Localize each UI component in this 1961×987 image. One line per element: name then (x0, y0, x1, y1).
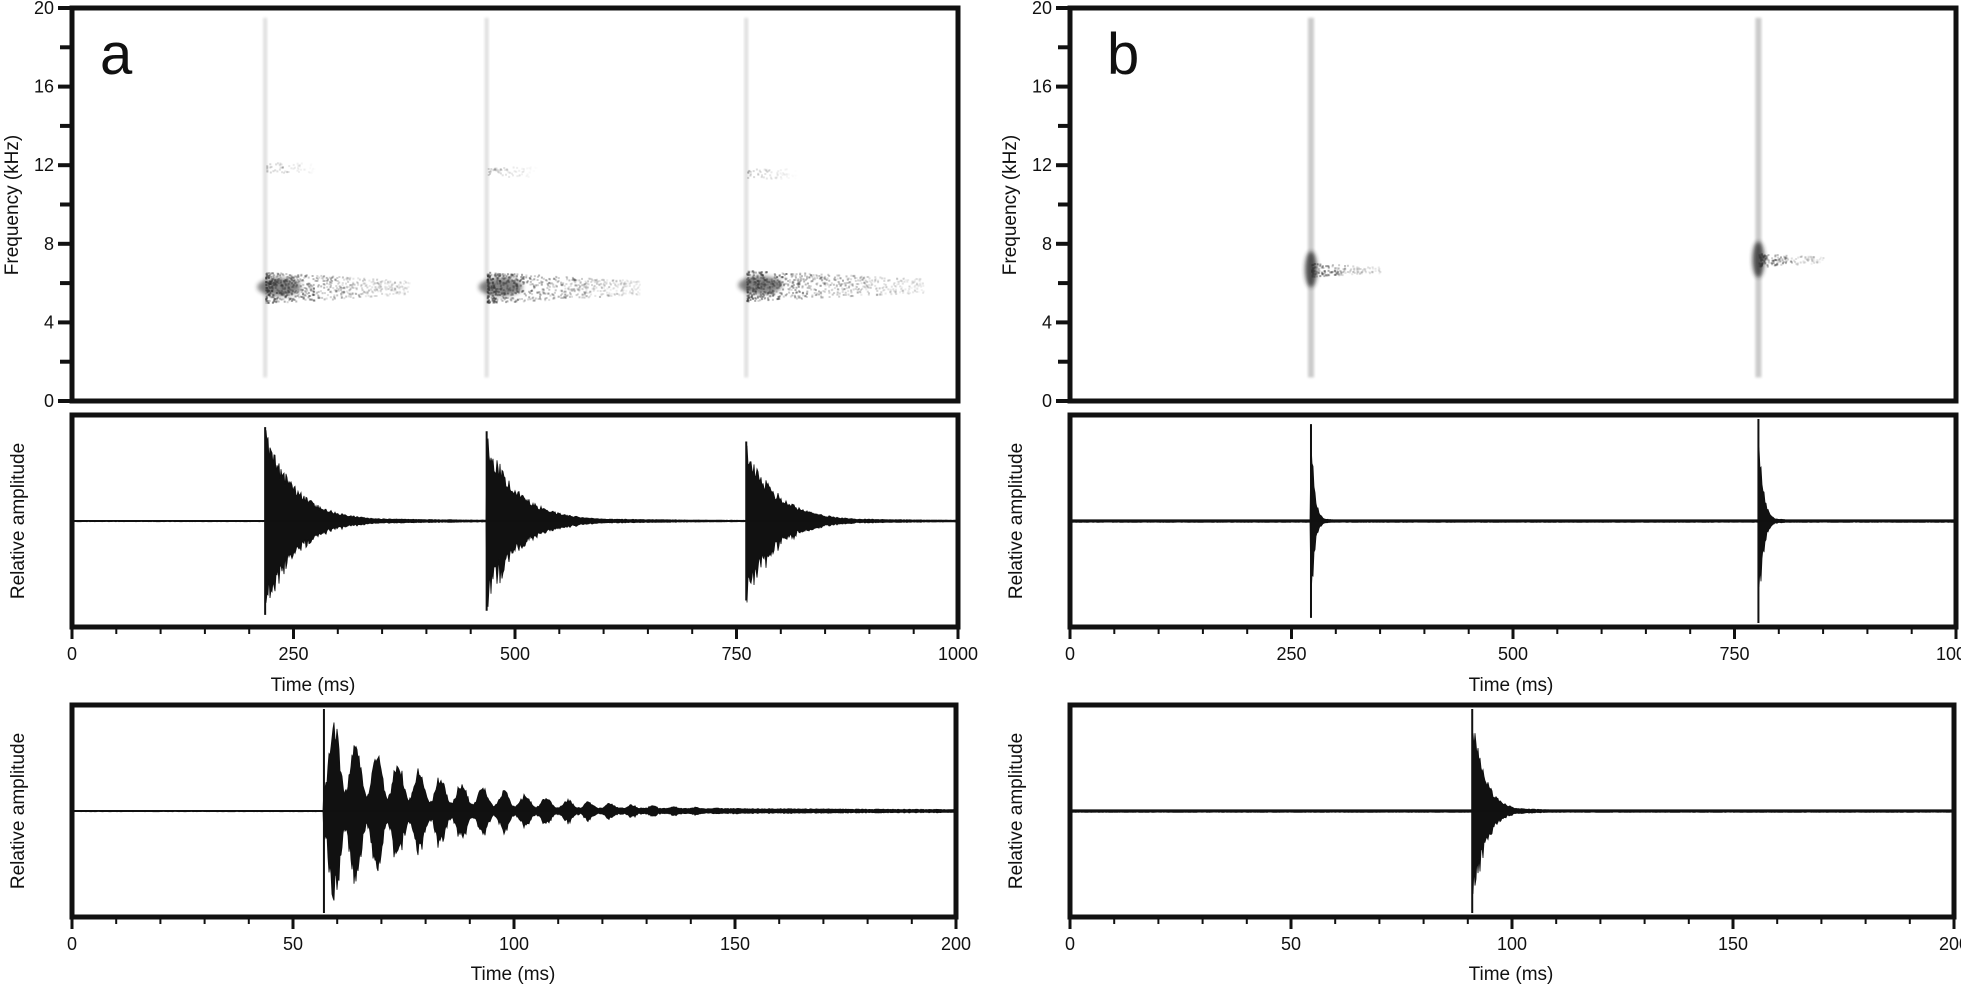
panel-b-waveform-200ms-xtick-label: 200 (1939, 934, 1961, 954)
panel-b-waveform-200ms-trace (1069, 733, 1955, 894)
panel-a-waveform-200ms-xtick-label: 100 (499, 934, 529, 954)
panel-b-waveform-200ms-xtick-label: 150 (1718, 934, 1748, 954)
panel-b-waveform-1000ms-ylabel: Relative amplitude (1006, 443, 1027, 599)
panel-b-spectrogram-frame (1067, 5, 1959, 404)
panel-a-spectrogram-ytick-label: 16 (34, 77, 54, 97)
panel-b-waveform-1000ms-xtick-label: 250 (1276, 644, 1306, 664)
panel-b-spectrogram-ytick-label: 16 (1032, 77, 1052, 97)
panel-a-waveform-1000ms-xticks: 0 250 500 750 1000 (67, 627, 978, 664)
panel-b-spectrogram-ylabel: Frequency (kHz) (1000, 135, 1021, 275)
panel-a-spectrogram: 0 4 8 12 16 20 Frequency (kHz) (2, 0, 961, 411)
panel-b-spectrogram-ytick-label: 4 (1042, 312, 1052, 332)
panel-a-waveform-1000ms-xlabel: Time (ms) (271, 675, 356, 696)
panel-b-spectrogram-event-2 (1752, 17, 1825, 378)
panel-a-waveform-1000ms-xtick-label: 500 (500, 644, 530, 664)
panel-a-spectrogram-marks (257, 17, 925, 378)
panel-b-spectrogram-ytick-label: 0 (1042, 391, 1052, 411)
panel-a-waveform-200ms-ylabel: Relative amplitude (8, 733, 29, 889)
panel-a-spectrogram-event-2 (478, 17, 641, 378)
panel-a-waveform-1000ms-xtick-label: 0 (67, 644, 77, 664)
panel-b-spectrogram-yticks: 0 4 8 12 16 20 (1032, 0, 1070, 411)
panel-a-waveform-200ms-xtick-label: 0 (67, 934, 77, 954)
panel-a-waveform-200ms-xtick-label: 150 (720, 934, 750, 954)
panel-b-waveform-1000ms-xtick-label: 0 (1065, 644, 1075, 664)
panel-a-waveform-1000ms-marks (71, 427, 959, 615)
panel-b-waveform-1000ms-xtick-label: 750 (1719, 644, 1749, 664)
panel-b-waveform-200ms: 0 50 100 150 200 Relative amplitude Time (ms… (1006, 702, 1961, 985)
panel-b-spectrogram: 0 4 8 12 16 20 Frequency (kHz) (1000, 0, 1959, 411)
panel-b-waveform-1000ms-xtick-label: 500 (1498, 644, 1528, 664)
panel-b-spectrogram-ytick-label: 8 (1042, 234, 1052, 254)
panel-a-spectrogram-event-1 (257, 17, 411, 378)
panel-a-spectrogram-ytick-label: 8 (44, 234, 54, 254)
panel-b-spectrogram-event-1 (1304, 17, 1382, 378)
panel-a-waveform-1000ms-xtick-label: 1000 (938, 644, 978, 664)
panel-b-spectrogram-ytick-label: 20 (1032, 0, 1052, 18)
panel-b-spectrogram-marks (1304, 17, 1825, 378)
panel-b-waveform-200ms-ylabel: Relative amplitude (1006, 733, 1027, 889)
panel-a-spectrogram-ytick-label: 20 (34, 0, 54, 18)
panel-a-waveform-200ms-xticks: 0 50 100 150 200 (67, 917, 971, 954)
panel-a-waveform-200ms-xlabel: Time (ms) (471, 964, 556, 985)
panel-a-waveform-200ms-xtick-label: 50 (283, 934, 303, 954)
panel-a-waveform-200ms-xtick-label: 200 (941, 934, 971, 954)
panel-a-waveform-200ms-marks (71, 709, 957, 913)
panel-a-waveform-1000ms-trace (71, 430, 959, 607)
panel-a-waveform-1000ms-ylabel: Relative amplitude (8, 443, 29, 599)
panel-a-waveform-1000ms-xtick-label: 250 (278, 644, 308, 664)
panel-a-spectrogram-ytick-label: 0 (44, 391, 54, 411)
panel-b-waveform-1000ms-xtick-label: 1000 (1936, 644, 1961, 664)
panel-b-waveform-200ms-marks (1069, 709, 1955, 913)
panel-a-waveform-1000ms: 0 250 500 750 1000 Relative amplitude Time (… (8, 412, 978, 696)
panel-b-waveform-1000ms-xticks: 0 250 500 750 1000 (1065, 627, 1961, 664)
panel-b-waveform-200ms-xtick-label: 100 (1497, 934, 1527, 954)
panel-a-spectrogram-ytick-label: 12 (34, 155, 54, 175)
panel-b-waveform-200ms-xlabel: Time (ms) (1469, 964, 1554, 985)
panel-b-waveform-1000ms-marks (1069, 419, 1957, 623)
panel-b-waveform-200ms-xticks: 0 50 100 150 200 (1065, 917, 1961, 954)
panel-a-waveform-200ms: 0 50 100 150 200 Relative amplitude Time (ms… (8, 702, 971, 985)
panel-b-waveform-200ms-xtick-label: 50 (1281, 934, 1301, 954)
panel-a-spectrogram-frame (69, 5, 961, 404)
panel-label-a: a (100, 22, 133, 87)
panel-a-spectrogram-ylabel: Frequency (kHz) (2, 135, 23, 275)
panel-a-spectrogram-ytick-label: 4 (44, 312, 54, 332)
panel-a-spectrogram-yticks: 0 4 8 12 16 20 (34, 0, 72, 411)
panel-label-b: b (1107, 22, 1139, 87)
panel-a-waveform-1000ms-xtick-label: 750 (721, 644, 751, 664)
panel-b-waveform-1000ms: 0 250 500 750 1000 Relative amplitude Time (… (1006, 412, 1961, 696)
panel-b-waveform-200ms-xtick-label: 0 (1065, 934, 1075, 954)
panel-b-spectrogram-ytick-label: 12 (1032, 155, 1052, 175)
panel-a-spectrogram-event-3 (738, 17, 925, 378)
panel-b-waveform-1000ms-xlabel: Time (ms) (1469, 675, 1554, 696)
